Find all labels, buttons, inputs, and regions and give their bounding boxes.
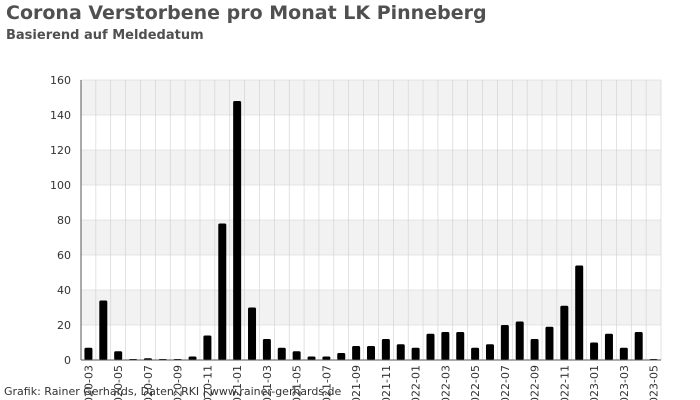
x-tick-label: 2022-01 [410, 365, 423, 400]
y-tick-label: 160 [50, 74, 71, 87]
bar-2023-01 [590, 342, 599, 360]
bar-2021-04 [277, 347, 286, 360]
bar-2020-10 [188, 356, 197, 360]
bar-2023-03 [619, 347, 628, 360]
bars [84, 101, 658, 360]
x-tick-labels: 2020-03 2020-05 2020-07 2020-09 2020-11 2021-… [82, 365, 660, 400]
bar-2022-06 [485, 344, 494, 360]
bar-2022-08 [515, 321, 524, 360]
bar-2020-12 [218, 223, 227, 360]
chart-title: Corona Verstorbene pro Monat LK Pinneber… [6, 2, 487, 24]
chart-subtitle: Basierend auf Meldedatum [6, 28, 204, 43]
bar-2021-12 [396, 344, 405, 360]
bar-2021-10 [367, 346, 375, 360]
bar-2022-05 [471, 347, 480, 360]
x-tick-label: 2021-11 [380, 365, 393, 400]
bar-2022-04 [456, 332, 465, 360]
x-tick-label: 2023-05 [648, 365, 661, 400]
bar-2022-01 [411, 347, 420, 360]
bar-2022-02 [426, 333, 435, 360]
bar-2020-04 [99, 300, 108, 360]
bar-2021-03 [262, 339, 271, 360]
axes [80, 80, 661, 361]
grid-band [81, 290, 661, 325]
bar-2022-11 [560, 305, 569, 360]
y-tick-label: 20 [57, 319, 71, 332]
bar-2021-05 [292, 351, 301, 360]
grid-band [81, 220, 661, 255]
x-tick-label: 2020-11 [201, 365, 214, 400]
gridlines [80, 79, 662, 361]
x-tick-label: 2021-01 [231, 365, 244, 400]
bar-2020-11 [203, 335, 212, 360]
x-tick-label: 2021-03 [261, 365, 274, 400]
bar-2021-07 [322, 356, 331, 360]
bar-2022-12 [575, 265, 584, 360]
footer-credit: Grafik: Rainer Gerhards, Daten: RKI | ww… [4, 385, 342, 398]
x-tick-label: 2021-05 [291, 365, 304, 400]
x-tick-label: 2022-09 [529, 365, 542, 400]
x-tick-label: 2020-05 [112, 365, 125, 400]
bar-2022-07 [500, 325, 509, 360]
bar-2020-05 [114, 351, 123, 360]
y-tick-label: 80 [57, 214, 71, 227]
y-tick-labels: 0 20 40 60 80 100 120 140 160 [50, 74, 71, 367]
y-tick-label: 60 [57, 249, 71, 262]
y-tick-label: 100 [50, 179, 71, 192]
bar-2020-03 [84, 347, 93, 360]
bar-2023-02 [604, 333, 613, 360]
bar-2021-09 [352, 346, 361, 360]
bar-2021-11 [381, 339, 390, 360]
x-tick-label: 2022-11 [558, 365, 571, 400]
bar-2021-08 [337, 353, 346, 360]
bar-2022-09 [530, 339, 539, 360]
x-tick-label: 2021-09 [350, 365, 363, 400]
y-tick-label: 140 [50, 109, 71, 122]
x-tick-label: 2021-07 [320, 365, 333, 400]
plot-bands [81, 80, 661, 325]
y-tick-label: 40 [57, 284, 71, 297]
bar-2021-01 [233, 101, 242, 360]
x-tick-label: 2022-03 [439, 365, 452, 400]
x-tick-label: 2020-09 [172, 365, 185, 400]
grid-band [81, 80, 661, 115]
bar-2022-03 [441, 332, 450, 360]
x-tick-label: 2020-03 [82, 365, 95, 400]
x-tick-label: 2023-01 [588, 365, 601, 400]
x-tick-label: 2022-05 [469, 365, 482, 400]
x-tick-label: 2023-03 [618, 365, 631, 400]
grid-band [81, 150, 661, 185]
x-tick-label: 2022-07 [499, 365, 512, 400]
bar-2023-04 [634, 332, 643, 360]
bar-2021-02 [248, 307, 257, 360]
y-tick-label: 0 [64, 354, 71, 367]
y-tick-label: 120 [50, 144, 71, 157]
bar-2021-06 [307, 356, 316, 360]
x-tick-label: 2020-07 [142, 365, 155, 400]
bar-2022-10 [545, 326, 554, 360]
